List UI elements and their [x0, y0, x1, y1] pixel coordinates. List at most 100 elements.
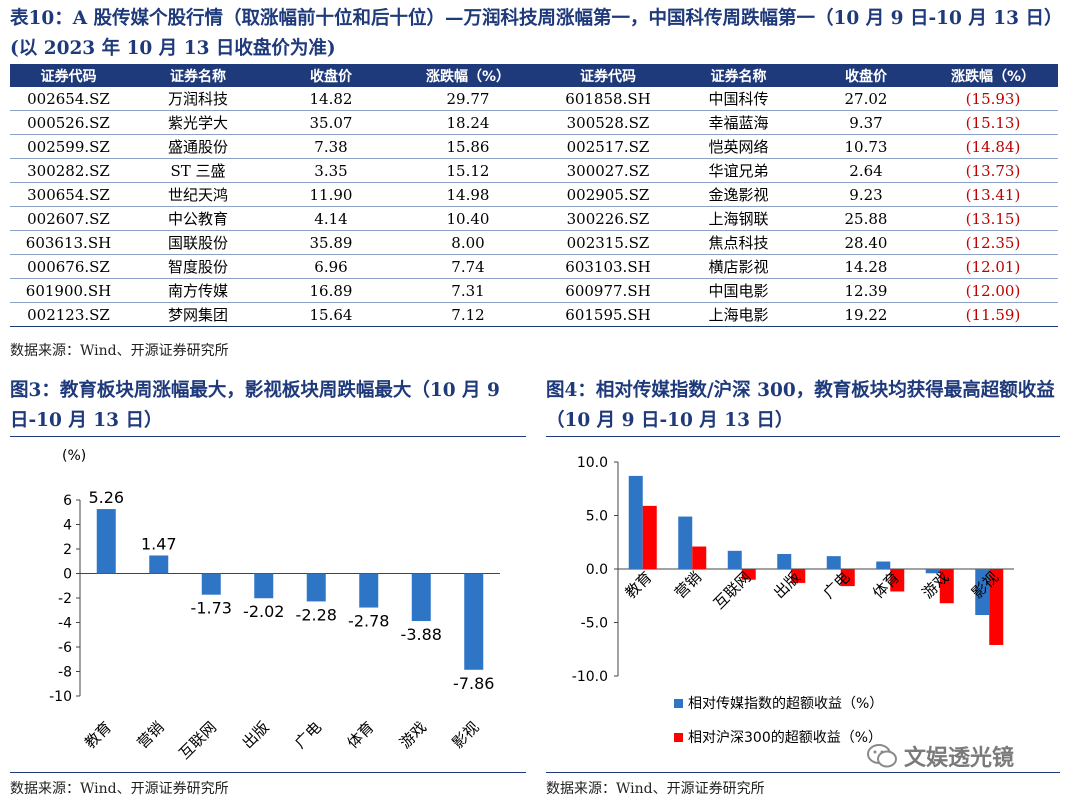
table-cell: 7.74	[393, 254, 543, 279]
table-cell: 29.77	[393, 87, 543, 111]
watermark: 文娱透光镜	[866, 740, 1014, 772]
legend-label: 相对沪深300的超额收益（%）	[688, 730, 882, 746]
bar	[975, 569, 990, 616]
table-cell: 19.22	[804, 302, 928, 327]
table-cell: 9.37	[804, 110, 928, 135]
fig3-top-rule	[10, 436, 526, 437]
table-cell: 紫光学大	[127, 110, 269, 135]
table-cell: 中公教育	[127, 206, 269, 231]
y-tick-label: -5.0	[581, 616, 608, 632]
table-cell: 4.14	[269, 206, 393, 231]
bar	[464, 573, 484, 670]
data-label: -2.28	[296, 605, 337, 624]
y-tick-label: 10.0	[577, 455, 608, 471]
table-cell: 中国科传	[673, 87, 804, 111]
table-cell: 300654.SZ	[10, 182, 127, 207]
table-cell: (13.41)	[928, 182, 1058, 207]
table-cell: 万润科技	[127, 87, 269, 111]
table-cell: 8.00	[393, 230, 543, 255]
table-cell: 25.88	[804, 206, 928, 231]
table-cell: 上海电影	[673, 302, 804, 327]
bar	[791, 569, 806, 583]
table-cell: 300282.SZ	[10, 158, 127, 183]
table-cell: 35.07	[269, 110, 393, 135]
table-cell: (12.35)	[928, 230, 1058, 255]
table-row: 000676.SZ 智度股份 6.96 7.74 603103.SH 横店影视 14.28(…	[10, 254, 1058, 279]
data-label: 5.26	[88, 488, 124, 507]
data-label: 1.47	[141, 534, 177, 553]
y-tick-label: 5.0	[586, 509, 608, 525]
table-cell: 002123.SZ	[10, 302, 127, 327]
table-cell: 智度股份	[127, 254, 269, 279]
table-cell: 11.90	[269, 182, 393, 207]
table-cell: 6.96	[269, 254, 393, 279]
table-cell: 3.35	[269, 158, 393, 183]
y-tick-label: -8	[58, 665, 72, 681]
table-row: 002123.SZ 梦网集团 15.64 7.12 601595.SH 上海电影 19.22…	[10, 302, 1058, 327]
table-cell: 300528.SZ	[543, 110, 673, 135]
table-body: 002654.SZ 万润科技 14.82 29.77 601858.SH 中国科传 27.0…	[10, 87, 1058, 327]
table-row: 601900.SH 南方传媒 16.89 7.31 600977.SH 中国电影 12.39…	[10, 278, 1058, 303]
table-title: 表10：A 股传媒个股行情（取涨幅前十位和后十位）—万润科技周涨幅第一，中国科传…	[10, 8, 1054, 59]
table-cell: 35.89	[269, 230, 393, 255]
y-tick-label: 2	[63, 542, 72, 558]
x-tick-label: 教育	[81, 718, 115, 752]
table-cell: 002599.SZ	[10, 134, 127, 159]
table-cell: 梦网集团	[127, 302, 269, 327]
y-tick-label: 4	[63, 518, 72, 534]
table-cell: 金逸影视	[673, 182, 804, 207]
bar	[359, 573, 379, 608]
fig4-bottom-rule	[546, 772, 1060, 773]
table-cell: 14.98	[393, 182, 543, 207]
table-cell: (13.15)	[928, 206, 1058, 231]
x-tick-label: 体育	[344, 718, 378, 752]
y-tick-label: 0	[63, 567, 72, 583]
table-cell: 7.31	[393, 278, 543, 303]
fig4-source: 数据来源：Wind、开源证券研究所	[546, 781, 765, 797]
column-header: 收盘价	[804, 64, 928, 87]
table-cell: 7.12	[393, 302, 543, 327]
bar	[939, 569, 954, 604]
fig3-source: 数据来源：Wind、开源证券研究所	[10, 781, 229, 797]
bar	[840, 569, 855, 587]
table-cell: 000526.SZ	[10, 110, 127, 135]
bar	[692, 546, 707, 569]
bar	[925, 569, 940, 574]
table-cell: (15.93)	[928, 87, 1058, 111]
table-row: 002607.SZ 中公教育 4.14 10.40 300226.SZ 上海钢联 25.88…	[10, 206, 1058, 231]
x-tick-label: 影视	[449, 718, 483, 752]
table-cell: 600977.SH	[543, 278, 673, 303]
fig3-bottom-rule	[10, 772, 526, 773]
x-tick-label: 营销	[671, 568, 705, 602]
data-label: -7.86	[453, 674, 494, 693]
wechat-icon	[867, 744, 897, 768]
x-tick-label: 出版	[239, 718, 273, 752]
table-cell: 横店影视	[673, 254, 804, 279]
table-cell: 10.40	[393, 206, 543, 231]
y-tick-label: -2	[58, 591, 72, 607]
x-tick-label: 营销	[134, 718, 168, 752]
fig4-chart: 10.05.00.0-5.0-10.0教育 营销 互联网 出版 广电 体育 游戏 影视相对传媒…	[572, 455, 1014, 746]
x-tick-label: 互联网	[176, 718, 221, 763]
table-cell: 16.89	[269, 278, 393, 303]
table-cell: 恺英网络	[673, 134, 804, 159]
table-cell: 7.38	[269, 134, 393, 159]
column-header: 涨跌幅（%）	[393, 64, 543, 87]
legend-swatch	[674, 699, 683, 708]
table-cell: 18.24	[393, 110, 543, 135]
table-cell: 15.86	[393, 134, 543, 159]
bar	[741, 569, 756, 580]
bar	[678, 516, 693, 569]
table-row: 002654.SZ 万润科技 14.82 29.77 601858.SH 中国科传 27.0…	[10, 87, 1058, 111]
column-header: 涨跌幅（%）	[928, 64, 1058, 87]
fig3-title: 图3：教育板块周涨幅最大，影视板块周跌幅最大（10 月 9 日-10 月 13 …	[10, 380, 500, 431]
table-cell: 002607.SZ	[10, 206, 127, 231]
table-cell: 世纪天鸿	[127, 182, 269, 207]
table-cell: 601900.SH	[10, 278, 127, 303]
column-header: 收盘价	[269, 64, 393, 87]
bar	[254, 573, 274, 599]
fig4-top-rule	[546, 436, 1060, 437]
table-cell: 焦点科技	[673, 230, 804, 255]
table-cell: 28.40	[804, 230, 928, 255]
table-cell: 15.12	[393, 158, 543, 183]
